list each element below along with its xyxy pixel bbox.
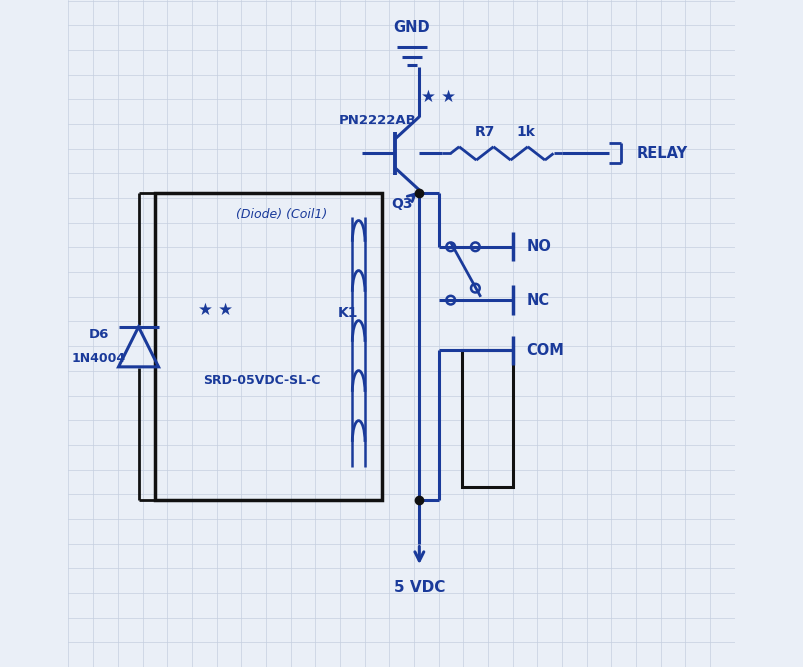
Text: COM: COM [526, 343, 564, 358]
Bar [155, 193, 381, 500]
Text: (Diode) (Coil1): (Diode) (Coil1) [236, 208, 327, 221]
Text: RELAY: RELAY [636, 146, 687, 161]
Text: R7: R7 [475, 125, 495, 139]
Text: ★ ★: ★ ★ [421, 88, 455, 105]
Text: PN2222AB: PN2222AB [338, 113, 416, 127]
Text: 1N4004: 1N4004 [71, 352, 125, 366]
Text: GND: GND [393, 20, 430, 35]
Text: K1: K1 [338, 307, 358, 320]
Text: Q3: Q3 [391, 197, 412, 211]
Text: D6: D6 [88, 328, 108, 342]
Text: NC: NC [526, 293, 549, 307]
Text: ★ ★: ★ ★ [198, 301, 232, 319]
Text: NO: NO [526, 239, 551, 254]
Text: 5 VDC: 5 VDC [393, 580, 445, 595]
Text: SRD-05VDC-SL-C: SRD-05VDC-SL-C [203, 374, 320, 387]
Text: 1k: 1k [516, 125, 534, 139]
Bar [462, 350, 513, 487]
